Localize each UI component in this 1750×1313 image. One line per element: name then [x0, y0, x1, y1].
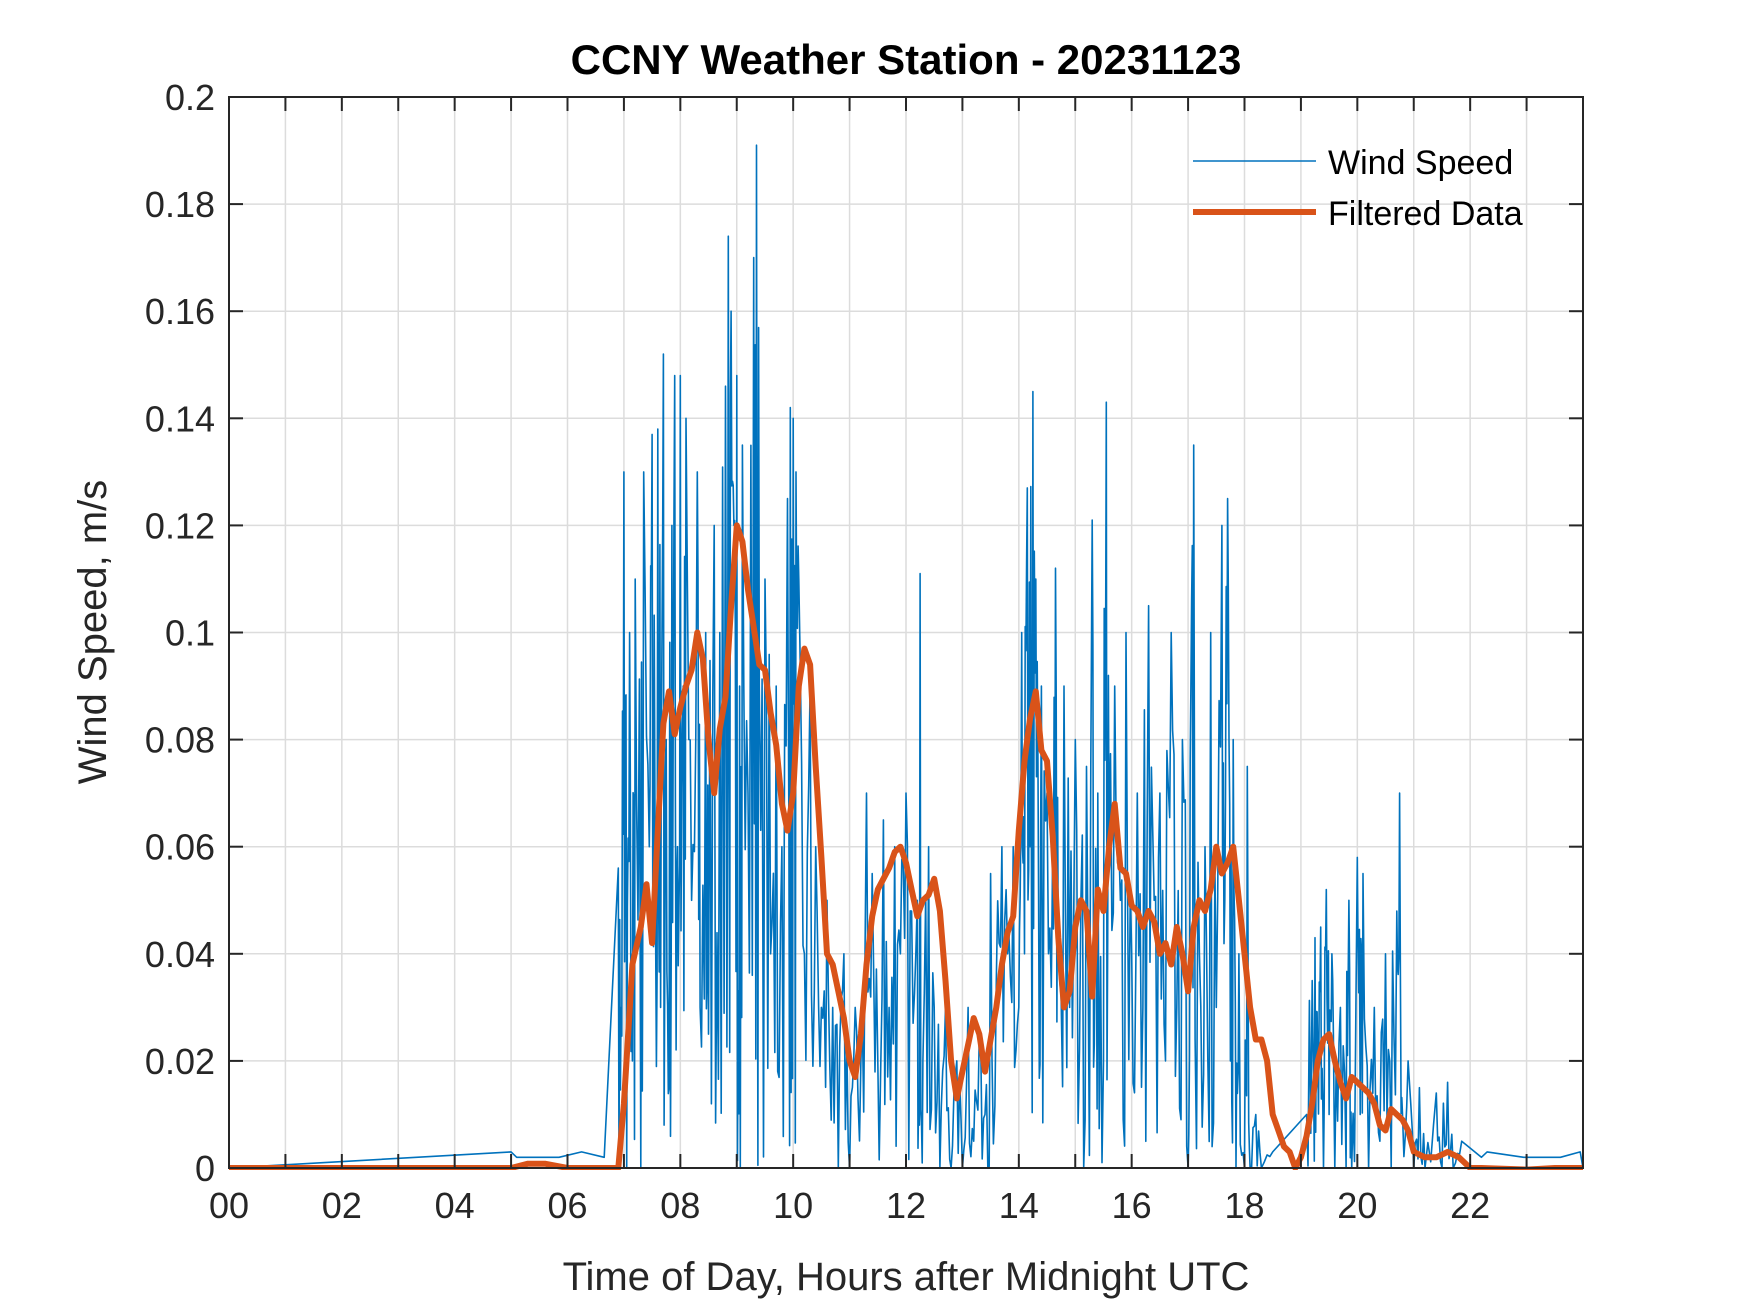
x-tick-labels: 00 02 04 06 08 10 12 14 16 18 20 22 [209, 1185, 1490, 1226]
x-tick-label: 14 [999, 1185, 1039, 1226]
x-tick-label: 20 [1337, 1185, 1377, 1226]
y-tick-label: 0 [195, 1148, 215, 1189]
legend: Wind Speed Filtered Data [1193, 144, 1523, 233]
x-tick-label: 18 [1224, 1185, 1264, 1226]
x-tick-label: 02 [322, 1185, 362, 1226]
x-tick-label: 00 [209, 1185, 249, 1226]
y-tick-label: 0.1 [165, 613, 215, 654]
x-tick-label: 08 [660, 1185, 700, 1226]
y-tick-label: 0.06 [145, 827, 215, 868]
y-tick-label: 0.08 [145, 720, 215, 761]
x-tick-label: 16 [1112, 1185, 1152, 1226]
legend-wind-speed-label: Wind Speed [1328, 144, 1513, 182]
y-tick-label: 0.14 [145, 398, 215, 439]
x-tick-label: 04 [435, 1185, 475, 1226]
y-tick-label: 0.16 [145, 291, 215, 332]
x-axis-label: Time of Day, Hours after Midnight UTC [563, 1255, 1250, 1299]
y-tick-label: 0.18 [145, 184, 215, 225]
y-axis-label: Wind Speed, m/s [71, 480, 115, 785]
y-tick-labels: 0 0.02 0.04 0.06 0.08 0.1 0.12 0.14 0.16 0.18 0.2 [145, 77, 215, 1189]
x-tick-label: 10 [773, 1185, 813, 1226]
x-tick-label: 22 [1450, 1185, 1490, 1226]
x-tick-label: 06 [547, 1185, 587, 1226]
wind-speed-line [229, 144, 1583, 1169]
legend-filtered-data-label: Filtered Data [1328, 195, 1523, 233]
y-tick-label: 0.02 [145, 1041, 215, 1082]
wind-speed-series [229, 144, 1583, 1169]
axis-ticks [229, 96, 1583, 1169]
y-tick-label: 0.2 [165, 77, 215, 118]
filtered-data-line [229, 522, 1583, 1170]
y-tick-label: 0.04 [145, 934, 215, 975]
y-tick-label: 0.12 [145, 505, 215, 546]
chart-title: CCNY Weather Station - 20231123 [571, 36, 1242, 83]
filtered-data-series [229, 522, 1583, 1170]
x-tick-label: 12 [886, 1185, 926, 1226]
